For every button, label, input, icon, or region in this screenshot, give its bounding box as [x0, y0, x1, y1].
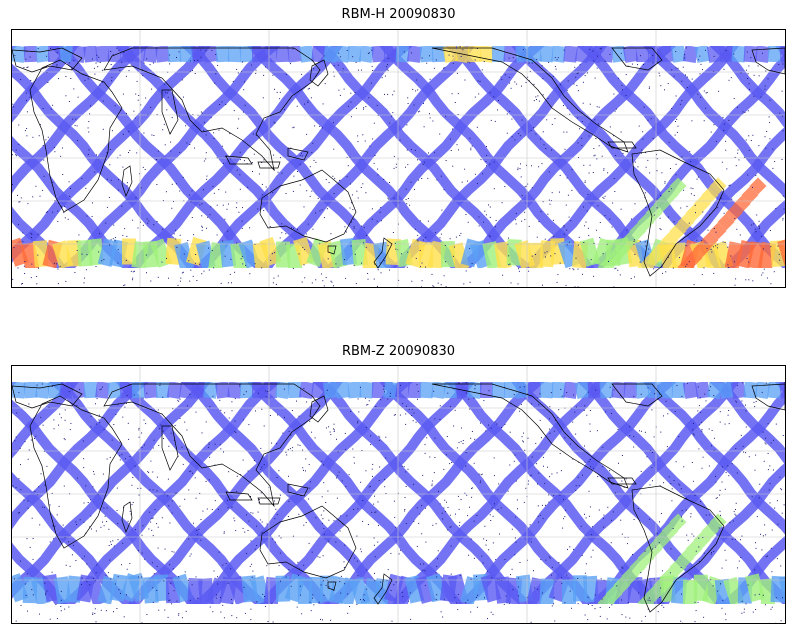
map-svg-rbm-z [12, 366, 785, 623]
map-rbm-z [11, 365, 786, 624]
swath-tracks [12, 46, 785, 268]
map-svg-rbm-h [12, 30, 785, 287]
panel-title-rbm-h: RBM-H 20090830 [341, 7, 456, 22]
gridlines [12, 366, 785, 623]
coastlines [12, 383, 785, 613]
panel-title-rbm-z: RBM-Z 20090830 [341, 344, 456, 359]
map-rbm-h [11, 29, 786, 288]
noise-dots [12, 46, 785, 287]
coastlines [12, 47, 785, 277]
swath-tracks [12, 382, 785, 604]
gridlines [12, 30, 785, 287]
noise-dots [12, 382, 785, 623]
